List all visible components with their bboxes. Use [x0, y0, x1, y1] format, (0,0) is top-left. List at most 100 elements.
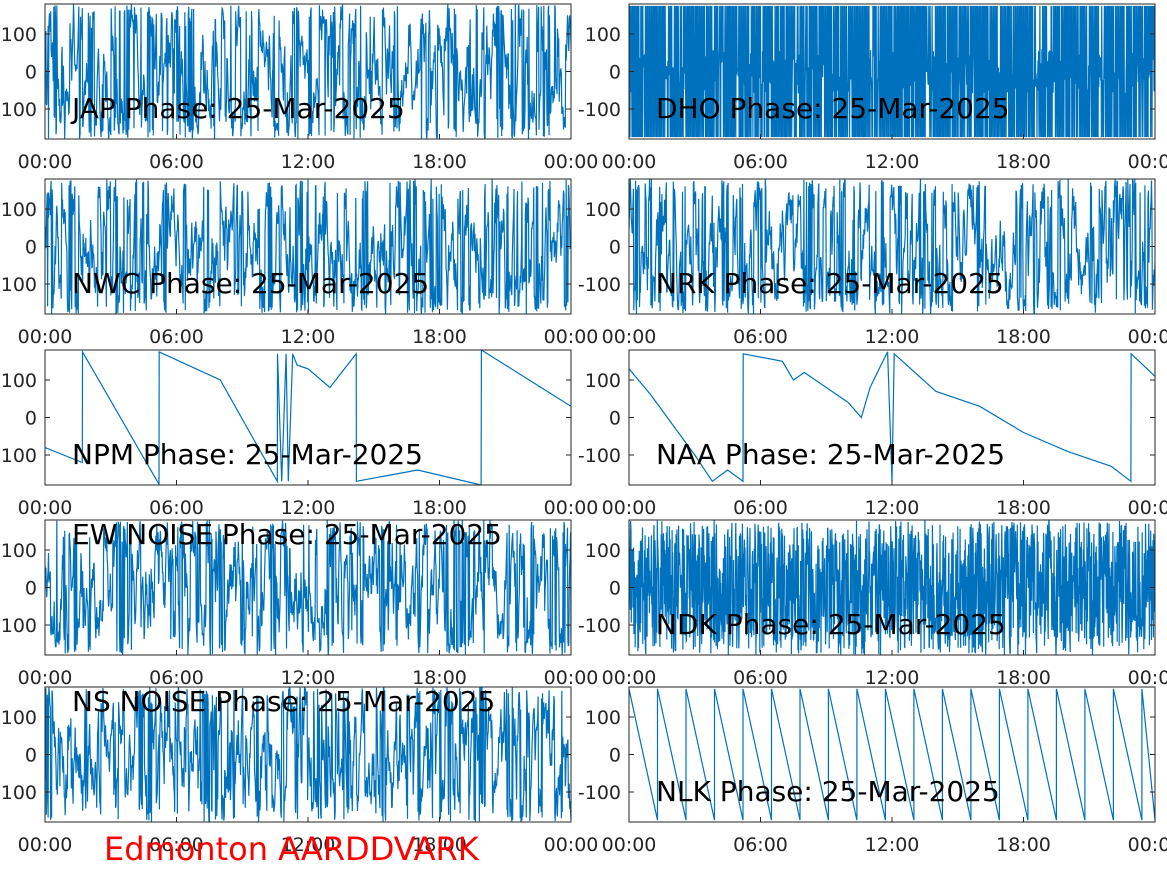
y-tick-label: -100: [578, 99, 621, 121]
phase-panel-0: -100 0 100 00:00 06:00 12:00 18:00 00:00 JAP Pha…: [0, 3, 598, 173]
x-tick-label: 06:00: [733, 326, 788, 348]
phase-series-line: [629, 179, 1155, 314]
x-tick-label: 12:00: [281, 497, 336, 519]
phase-panel-1: -100 0 100 00:00 06:00 12:00 18:00 00:00 DHO Pha…: [578, 3, 1167, 173]
x-tick-label: 00:00: [1128, 834, 1167, 856]
panel-title: NRK Phase: 25-Mar-2025: [656, 267, 1004, 300]
y-tick-label: 100: [585, 24, 621, 46]
y-tick-label: 100: [1, 540, 37, 562]
phase-series-line: [45, 350, 571, 485]
y-tick-label: 0: [25, 62, 37, 84]
x-tick-label: 18:00: [996, 497, 1051, 519]
phase-series-line: [629, 5, 1155, 138]
x-tick-label: 00:00: [1128, 667, 1167, 689]
x-tick-label: 00:00: [1128, 497, 1167, 519]
plot-area: [45, 350, 571, 485]
y-tick-label: -100: [0, 274, 37, 296]
phase-panel-3: -100 0 100 00:00 06:00 12:00 18:00 00:00 NRK Pha…: [578, 178, 1167, 348]
x-tick-label: 00:00: [602, 667, 657, 689]
phase-panel-6: -100 0 100 00:00 06:00 12:00 18:00 00:00 EW NOIS…: [0, 518, 598, 689]
y-tick-label: 100: [585, 370, 621, 392]
x-tick-label: 06:00: [149, 497, 204, 519]
y-tick-label: 0: [25, 745, 37, 767]
x-tick-label: 18:00: [996, 151, 1051, 173]
x-tick-label: 00:00: [544, 667, 599, 689]
y-tick-label: -100: [0, 615, 37, 637]
phase-panel-4: -100 0 100 00:00 06:00 12:00 18:00 00:00 NPM Pha…: [0, 349, 599, 519]
y-tick-label: 0: [25, 578, 37, 600]
x-tick-label: 00:00: [602, 497, 657, 519]
x-tick-label: 18:00: [412, 667, 467, 689]
y-tick-label: 100: [1, 707, 37, 729]
phase-series-line: [629, 351, 1155, 483]
x-tick-label: 12:00: [281, 667, 336, 689]
x-tick-label: 00:00: [1128, 326, 1167, 348]
phase-series-line: [629, 688, 1155, 821]
x-tick-label: 12:00: [865, 667, 920, 689]
x-tick-label: 12:00: [281, 326, 336, 348]
x-tick-label: 06:00: [733, 497, 788, 519]
x-tick-label: 12:00: [865, 834, 920, 856]
y-tick-label: -100: [0, 782, 37, 804]
phase-panel-8: -100 0 100 00:00 06:00 12:00 18:00 00:00 NS NOIS…: [0, 685, 598, 856]
x-tick-label: 06:00: [733, 151, 788, 173]
y-tick-label: 100: [1, 370, 37, 392]
x-tick-label: 12:00: [281, 834, 336, 856]
x-tick-label: 12:00: [281, 151, 336, 173]
y-tick-label: -100: [578, 782, 621, 804]
y-tick-label: -100: [578, 445, 621, 467]
x-tick-label: 18:00: [996, 667, 1051, 689]
x-tick-label: 06:00: [149, 667, 204, 689]
panel-title: DHO Phase: 25-Mar-2025: [656, 92, 1010, 125]
x-tick-label: 12:00: [865, 151, 920, 173]
panel-title: JAP Phase: 25-Mar-2025: [70, 92, 405, 125]
panel-title: NLK Phase: 25-Mar-2025: [656, 775, 1000, 808]
panel-title: NWC Phase: 25-Mar-2025: [72, 267, 429, 300]
y-tick-label: 0: [609, 408, 621, 430]
x-tick-label: 18:00: [412, 326, 467, 348]
panel-title: NAA Phase: 25-Mar-2025: [656, 438, 1005, 471]
x-tick-label: 18:00: [412, 151, 467, 173]
y-tick-label: -100: [578, 615, 621, 637]
phase-series-line: [629, 520, 1155, 655]
phase-panel-2: -100 0 100 00:00 06:00 12:00 18:00 00:00 NWC Pha…: [0, 178, 598, 348]
y-tick-label: 100: [585, 707, 621, 729]
x-tick-label: 06:00: [733, 667, 788, 689]
x-tick-label: 06:00: [149, 151, 204, 173]
x-tick-label: 00:00: [602, 151, 657, 173]
y-tick-label: 0: [609, 237, 621, 259]
x-tick-label: 18:00: [412, 834, 467, 856]
x-tick-label: 06:00: [149, 834, 204, 856]
x-tick-label: 12:00: [865, 326, 920, 348]
y-tick-label: -100: [0, 99, 37, 121]
x-tick-label: 00:00: [544, 497, 599, 519]
phase-panel-7: -100 0 100 00:00 06:00 12:00 18:00 00:00 NDK Pha…: [578, 519, 1167, 689]
phase-series-line: [45, 687, 571, 822]
y-tick-label: -100: [0, 445, 37, 467]
x-tick-label: 06:00: [733, 834, 788, 856]
phase-panel-5: -100 0 100 00:00 06:00 12:00 18:00 00:00 NAA Pha…: [578, 349, 1167, 519]
y-tick-label: 100: [585, 199, 621, 221]
x-tick-label: 00:00: [18, 497, 73, 519]
x-tick-label: 00:00: [18, 151, 73, 173]
x-tick-label: 18:00: [412, 497, 467, 519]
plot-area: [629, 687, 1155, 822]
x-tick-label: 00:00: [18, 326, 73, 348]
y-tick-label: 0: [609, 578, 621, 600]
x-tick-label: 00:00: [544, 834, 599, 856]
x-tick-label: 12:00: [865, 497, 920, 519]
x-tick-label: 18:00: [996, 834, 1051, 856]
phase-series-line: [45, 4, 571, 139]
y-tick-label: 0: [609, 745, 621, 767]
y-tick-label: 100: [1, 24, 37, 46]
phase-panel-9: -100 0 100 00:00 06:00 12:00 18:00 00:00 NLK Pha…: [578, 686, 1167, 856]
x-tick-label: 00:00: [602, 326, 657, 348]
x-tick-label: 00:00: [18, 667, 73, 689]
phase-series-line: [45, 520, 571, 655]
x-tick-label: 00:00: [602, 834, 657, 856]
panel-title: NPM Phase: 25-Mar-2025: [72, 438, 423, 471]
y-tick-label: 0: [25, 237, 37, 259]
x-tick-label: 00:00: [18, 834, 73, 856]
y-tick-label: 0: [25, 408, 37, 430]
